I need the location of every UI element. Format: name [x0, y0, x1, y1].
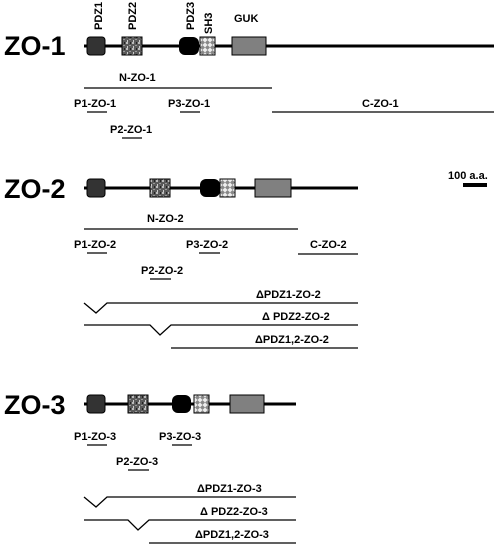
protein-name-zo1: ZO-1 [4, 31, 66, 61]
construct-p3-zo2: P3-ZO-2 [186, 239, 228, 251]
domain-label-pdz1: PDZ1 [93, 2, 105, 30]
deletion-pdz1-zo2: ΔPDZ1-ZO-2 [256, 289, 321, 301]
deletion-pdz2-zo2-line [84, 324, 358, 336]
construct-p1-zo3: P1-ZO-3 [74, 431, 116, 443]
construct-c-zo2: C-ZO-2 [310, 239, 347, 251]
zo1-sh3-domain [199, 36, 216, 56]
zo1-pdz2-domain [121, 36, 143, 56]
construct-p2-zo1: P2-ZO-1 [110, 124, 152, 136]
zo3-pdz2-domain [127, 394, 149, 414]
domain-label-guk: GUK [234, 13, 259, 25]
scale-bar-label: 100 a.a. [448, 170, 488, 182]
zo3-pdz3-domain [172, 395, 191, 413]
zo2-pdz1-domain [86, 178, 106, 198]
zo3-sh3-domain [193, 394, 210, 414]
deletion-pdz12-zo3: ΔPDZ1,2-ZO-3 [195, 529, 269, 541]
construct-n-zo1: N-ZO-1 [119, 72, 156, 84]
deletion-pdz2-zo2: Δ PDZ2-ZO-2 [262, 311, 330, 323]
zo2-pdz3-domain [200, 179, 220, 197]
construct-p1-zo2: P1-ZO-2 [74, 239, 116, 251]
deletion-pdz2-zo3-line [84, 519, 296, 531]
protein-name-zo2: ZO-2 [4, 174, 66, 204]
domain-label-pdz2: PDZ2 [127, 2, 139, 30]
construct-p2-zo2: P2-ZO-2 [141, 265, 183, 277]
construct-c-zo1: C-ZO-1 [362, 98, 399, 110]
deletion-pdz2-zo3: Δ PDZ2-ZO-3 [200, 506, 268, 518]
deletion-pdz1-zo3: ΔPDZ1-ZO-3 [197, 483, 262, 495]
construct-p3-zo1: P3-ZO-1 [168, 98, 210, 110]
zo2-sh3-domain [219, 178, 236, 198]
zo2-guk-domain [254, 178, 292, 198]
zo1-pdz3-domain [179, 37, 199, 55]
domain-label-pdz3: PDZ3 [185, 2, 197, 30]
deletion-pdz1-zo3-line [83, 496, 296, 508]
zo1-pdz1-domain [86, 36, 106, 56]
zo3-pdz1-domain [86, 394, 106, 414]
construct-p3-zo3: P3-ZO-3 [159, 431, 201, 443]
construct-p2-zo3: P2-ZO-3 [116, 456, 158, 468]
deletion-pdz12-zo2: ΔPDZ1,2-ZO-2 [255, 334, 329, 346]
zo2-pdz2-domain [149, 178, 171, 198]
deletion-pdz1-zo2-line [83, 302, 358, 314]
domain-label-sh3: SH3 [203, 13, 215, 34]
zo3-guk-domain [229, 394, 265, 414]
construct-n-zo2: N-ZO-2 [147, 213, 184, 225]
zo1-guk-domain [231, 36, 267, 56]
protein-name-zo3: ZO-3 [4, 390, 66, 420]
construct-p1-zo1: P1-ZO-1 [74, 98, 116, 110]
